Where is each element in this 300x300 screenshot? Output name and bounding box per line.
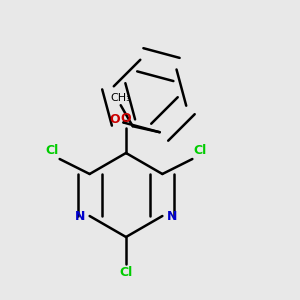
Text: N: N	[75, 209, 85, 223]
Text: Cl: Cl	[194, 145, 207, 158]
Text: CH₃: CH₃	[110, 93, 131, 103]
Text: Cl: Cl	[119, 266, 133, 278]
Text: Cl: Cl	[45, 145, 58, 158]
Text: O: O	[110, 113, 120, 126]
Text: N: N	[167, 209, 177, 223]
Text: O: O	[121, 112, 131, 125]
